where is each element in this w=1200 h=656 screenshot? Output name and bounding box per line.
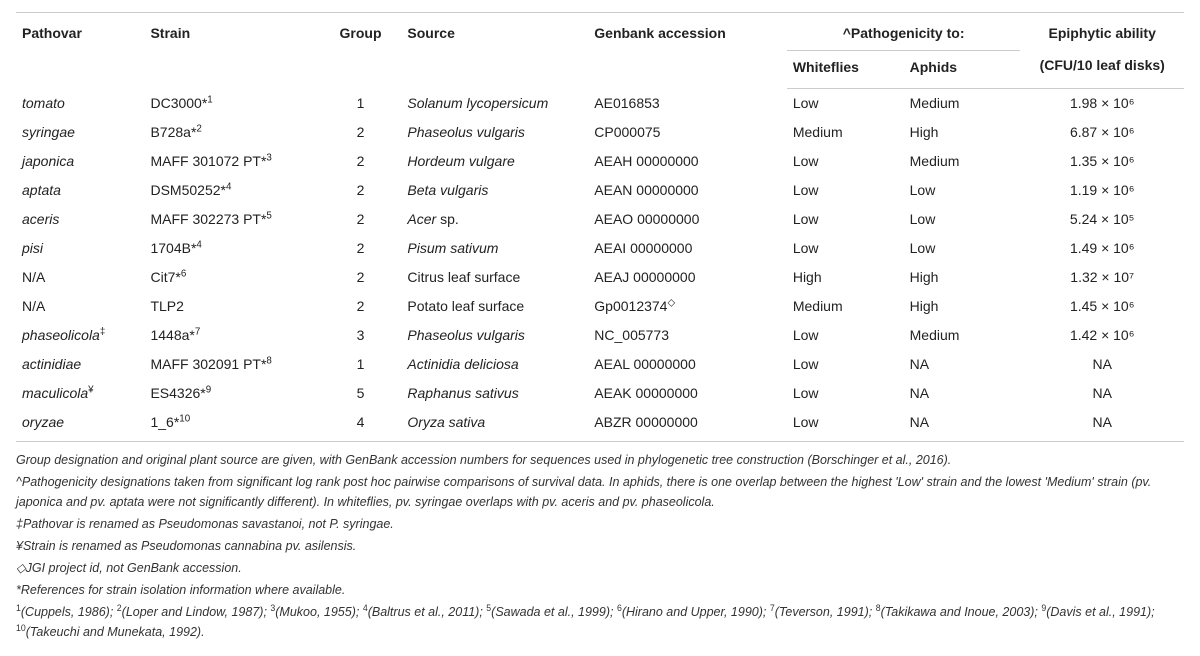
fn-dagger: ‡Pathovar is renamed as Pseudomonas sava… xyxy=(16,514,1184,534)
fn-star: *References for strain isolation informa… xyxy=(16,580,1184,600)
hdr-strain: Strain xyxy=(144,13,319,89)
hdr-pathogenicity: ^Pathogenicity to: xyxy=(787,13,1021,51)
hdr-aphids: Aphids xyxy=(904,51,1021,89)
table-row: oryzae1_6*104Oryza sativaABZR 00000000Lo… xyxy=(16,408,1184,441)
fn-yen: ¥Strain is renamed as Pseudomonas cannab… xyxy=(16,536,1184,556)
fn-diamond: ◇JGI project id, not GenBank accession. xyxy=(16,558,1184,578)
table-row: maculicola¥ES4326*95Raphanus sativusAEAK… xyxy=(16,379,1184,408)
table-row: pisi1704B*42Pisum sativumAEAI 00000000Lo… xyxy=(16,234,1184,263)
table-row: japonicaMAFF 301072 PT*32Hordeum vulgare… xyxy=(16,147,1184,176)
fn-caret: ^Pathogenicity designations taken from s… xyxy=(16,472,1184,512)
table-row: actinidiaeMAFF 302091 PT*81Actinidia del… xyxy=(16,350,1184,379)
table-row: phaseolicola‡1448a*73Phaseolus vulgarisN… xyxy=(16,321,1184,350)
hdr-epiphytic-sub: (CFU/10 leaf disks) xyxy=(1020,51,1184,89)
table-row: N/ATLP22Potato leaf surfaceGp0012374◇Med… xyxy=(16,292,1184,321)
table-row: syringaeB728a*22Phaseolus vulgarisCP0000… xyxy=(16,118,1184,147)
hdr-group: Group xyxy=(320,13,402,89)
fn-main: Group designation and original plant sou… xyxy=(16,450,1184,470)
table-body: tomatoDC3000*11Solanum lycopersicumAE016… xyxy=(16,89,1184,442)
hdr-epiphytic: Epiphytic ability xyxy=(1020,13,1184,51)
hdr-pathovar: Pathovar xyxy=(16,13,144,89)
hdr-whiteflies: Whiteflies xyxy=(787,51,904,89)
hdr-genbank: Genbank accession xyxy=(588,13,787,89)
hdr-source: Source xyxy=(401,13,588,89)
fn-refs: 1(Cuppels, 1986); 2(Loper and Lindow, 19… xyxy=(16,602,1184,642)
table-row: acerisMAFF 302273 PT*52Acer sp.AEAO 0000… xyxy=(16,205,1184,234)
table-row: N/ACit7*62Citrus leaf surfaceAEAJ 000000… xyxy=(16,263,1184,292)
strain-table: Pathovar Strain Group Source Genbank acc… xyxy=(16,12,1184,441)
footnotes: Group designation and original plant sou… xyxy=(16,441,1184,642)
table-row: tomatoDC3000*11Solanum lycopersicumAE016… xyxy=(16,89,1184,119)
table-row: aptataDSM50252*42Beta vulgarisAEAN 00000… xyxy=(16,176,1184,205)
